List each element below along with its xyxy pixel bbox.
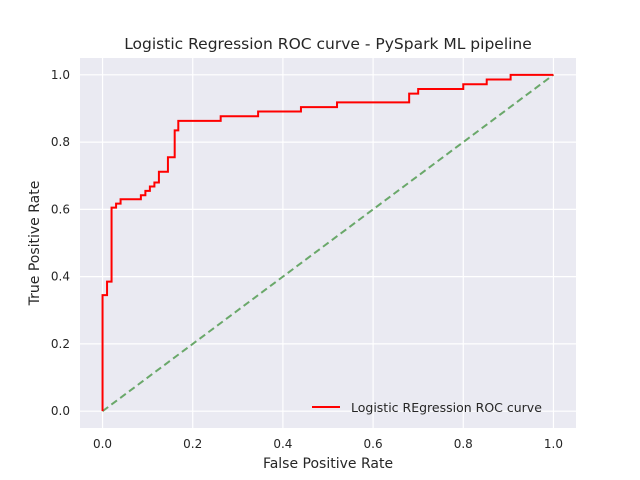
y-tick-label: 1.0 — [51, 68, 70, 82]
x-tick-label: 0.2 — [183, 437, 202, 451]
x-tick-label: 0.4 — [273, 437, 292, 451]
grid-lines — [80, 58, 576, 428]
y-tick-label: 0.6 — [51, 202, 70, 216]
diagonal-reference-line — [101, 74, 555, 412]
legend: Logistic REgression ROC curve — [312, 400, 542, 415]
roc-curve-line — [101, 73, 554, 412]
legend-label-roc: Logistic REgression ROC curve — [351, 400, 542, 415]
y-axis-label: True Positive Rate — [27, 181, 43, 307]
chart-title: Logistic Regression ROC curve - PySpark … — [124, 35, 532, 53]
x-axis-label: False Positive Rate — [263, 456, 393, 472]
x-tick-label: 1.0 — [544, 437, 563, 451]
y-tick-label: 0.0 — [51, 404, 70, 418]
x-tick-labels: 0.0 0.2 0.4 0.6 0.8 1.0 — [93, 437, 563, 451]
x-tick-label: 0.8 — [454, 437, 473, 451]
y-tick-label: 0.2 — [51, 337, 70, 351]
series-layer — [101, 73, 555, 412]
y-tick-label: 0.8 — [51, 135, 70, 149]
y-tick-label: 0.4 — [51, 270, 70, 284]
y-tick-labels: 0.0 0.2 0.4 0.6 0.8 1.0 — [51, 68, 70, 418]
x-tick-label: 0.6 — [364, 437, 383, 451]
x-tick-label: 0.0 — [93, 437, 112, 451]
